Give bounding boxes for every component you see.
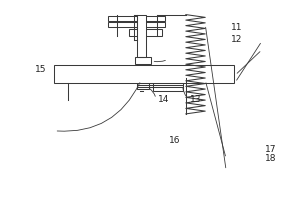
Bar <box>129 28 162 36</box>
Bar <box>136 15 146 59</box>
Bar <box>108 22 165 27</box>
Bar <box>108 16 165 21</box>
Bar <box>153 78 183 91</box>
Text: 11: 11 <box>231 23 242 32</box>
Text: 13: 13 <box>190 95 202 104</box>
Text: 16: 16 <box>169 136 181 145</box>
Bar <box>54 65 234 83</box>
Bar <box>136 81 148 89</box>
Text: 15: 15 <box>35 65 46 74</box>
Text: 14: 14 <box>158 95 169 104</box>
Bar <box>135 57 152 64</box>
Text: 18: 18 <box>265 154 277 163</box>
Text: 17: 17 <box>265 145 277 154</box>
Text: 12: 12 <box>231 35 242 44</box>
